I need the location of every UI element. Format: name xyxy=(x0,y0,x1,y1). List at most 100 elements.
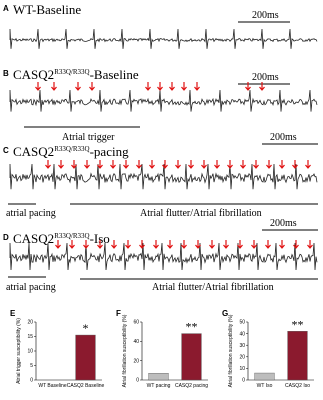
y-tick-label: 10 xyxy=(239,366,245,372)
y-tick-label: 15 xyxy=(27,334,33,340)
arrow xyxy=(125,240,131,249)
arrow xyxy=(195,240,201,249)
y-tick-label: 10 xyxy=(27,349,33,355)
arrow xyxy=(253,160,259,169)
bar xyxy=(254,372,275,381)
y-tick-label: 30 xyxy=(239,343,245,349)
arrow xyxy=(240,160,246,169)
arrow xyxy=(293,240,299,249)
arrow xyxy=(75,82,81,91)
arrow xyxy=(279,240,285,249)
arrow xyxy=(223,240,229,249)
note: Atrial flutter/Atrial fibrillation xyxy=(152,282,274,293)
arrow xyxy=(157,82,163,91)
annotation: ** xyxy=(292,317,304,331)
arrow xyxy=(110,160,116,169)
arrow xyxy=(58,160,64,169)
bar xyxy=(75,334,96,381)
arrow xyxy=(89,82,95,91)
panel-d: D CASQ2R33Q/R33Q-Iso 200ms atrial pacing… xyxy=(3,218,318,293)
arrow xyxy=(51,82,57,91)
ecg-trace xyxy=(9,89,318,112)
panel-letter: D xyxy=(3,233,9,242)
arrow xyxy=(145,82,151,91)
y-tick-label: 50 xyxy=(239,320,245,326)
arrow xyxy=(237,240,243,249)
scale-label: 200ms xyxy=(252,72,279,83)
y-axis-label: Atrial fibrillation susceptibility (%) xyxy=(228,314,234,387)
x-tick-label: CASQ2 Iso xyxy=(285,383,310,389)
panel-letter: A xyxy=(3,4,9,13)
panel-letter: C xyxy=(3,146,9,155)
arrow xyxy=(292,160,298,169)
bar xyxy=(148,373,169,381)
arrow xyxy=(45,160,51,169)
pacing-label: atrial pacing xyxy=(6,208,56,219)
arrow xyxy=(201,160,207,169)
y-tick-label: 0 xyxy=(30,378,33,384)
panel-title: CASQ2R33Q/R33Q-Baseline xyxy=(13,67,139,82)
panel-letter: E xyxy=(10,309,16,318)
arrow xyxy=(279,160,285,169)
scale-label: 200ms xyxy=(270,132,297,143)
arrow xyxy=(149,160,155,169)
scale-label: 200ms xyxy=(270,218,297,229)
note: Atrial trigger xyxy=(62,132,115,143)
y-axis-label: Atrial trigger susceptibility (%) xyxy=(16,318,22,384)
annotation: * xyxy=(83,321,89,335)
panel-title: CASQ2R33Q/R33Q-pacing xyxy=(13,144,129,159)
arrow xyxy=(259,82,265,91)
panel-title: WT-Baseline xyxy=(13,2,81,17)
arrow xyxy=(245,82,251,91)
panel-title: CASQ2R33Q/R33Q-Iso xyxy=(13,231,110,246)
ecg-trace xyxy=(9,163,318,190)
annotation: ** xyxy=(186,320,198,334)
arrow xyxy=(265,240,271,249)
note: Atrial flutter/Atrial fibrillation xyxy=(140,208,262,219)
arrow xyxy=(71,160,77,169)
arrow xyxy=(153,240,159,249)
y-tick-label: 60 xyxy=(133,320,139,326)
arrow xyxy=(181,240,187,249)
scale-label: 200ms xyxy=(252,10,279,21)
arrow xyxy=(214,160,220,169)
arrow xyxy=(97,160,103,169)
x-tick-label: CASQ2 pacing xyxy=(175,383,208,389)
y-tick-label: 0 xyxy=(136,378,139,384)
y-axis-label: Atrial fibrillation susceptibility (%) xyxy=(122,314,128,387)
panel-letter: B xyxy=(3,69,9,78)
y-tick-label: 40 xyxy=(133,339,139,345)
panel-b: B CASQ2R33Q/R33Q-Baseline 200ms Atrial t… xyxy=(3,67,290,143)
arrow xyxy=(266,160,272,169)
panel-c: C CASQ2R33Q/R33Q-pacing 200ms atrial pac… xyxy=(3,132,318,219)
arrow xyxy=(188,160,194,169)
x-tick-label: CASQ2 Baseline xyxy=(67,383,105,389)
arrow xyxy=(97,240,103,249)
arrow xyxy=(139,240,145,249)
arrow xyxy=(305,160,311,169)
arrow xyxy=(84,160,90,169)
ecg-trace xyxy=(9,242,318,271)
arrow xyxy=(35,82,41,91)
arrow xyxy=(69,240,75,249)
arrow xyxy=(111,240,117,249)
arrow xyxy=(307,240,313,249)
y-tick-label: 20 xyxy=(133,358,139,364)
arrow xyxy=(251,240,257,249)
arrow xyxy=(136,160,142,169)
arrow xyxy=(55,240,61,249)
pacing-label: atrial pacing xyxy=(6,282,56,293)
x-tick-label: WT Baseline xyxy=(38,383,66,389)
arrow xyxy=(162,160,168,169)
y-tick-label: 20 xyxy=(239,355,245,361)
panel-letter: G xyxy=(222,309,228,318)
arrow xyxy=(175,160,181,169)
bar xyxy=(287,331,308,381)
arrow xyxy=(83,240,89,249)
arrow xyxy=(194,82,200,91)
panel-letter: F xyxy=(116,309,121,318)
y-tick-label: 5 xyxy=(30,363,33,369)
arrow xyxy=(227,160,233,169)
x-tick-label: WT pacing xyxy=(147,383,171,389)
